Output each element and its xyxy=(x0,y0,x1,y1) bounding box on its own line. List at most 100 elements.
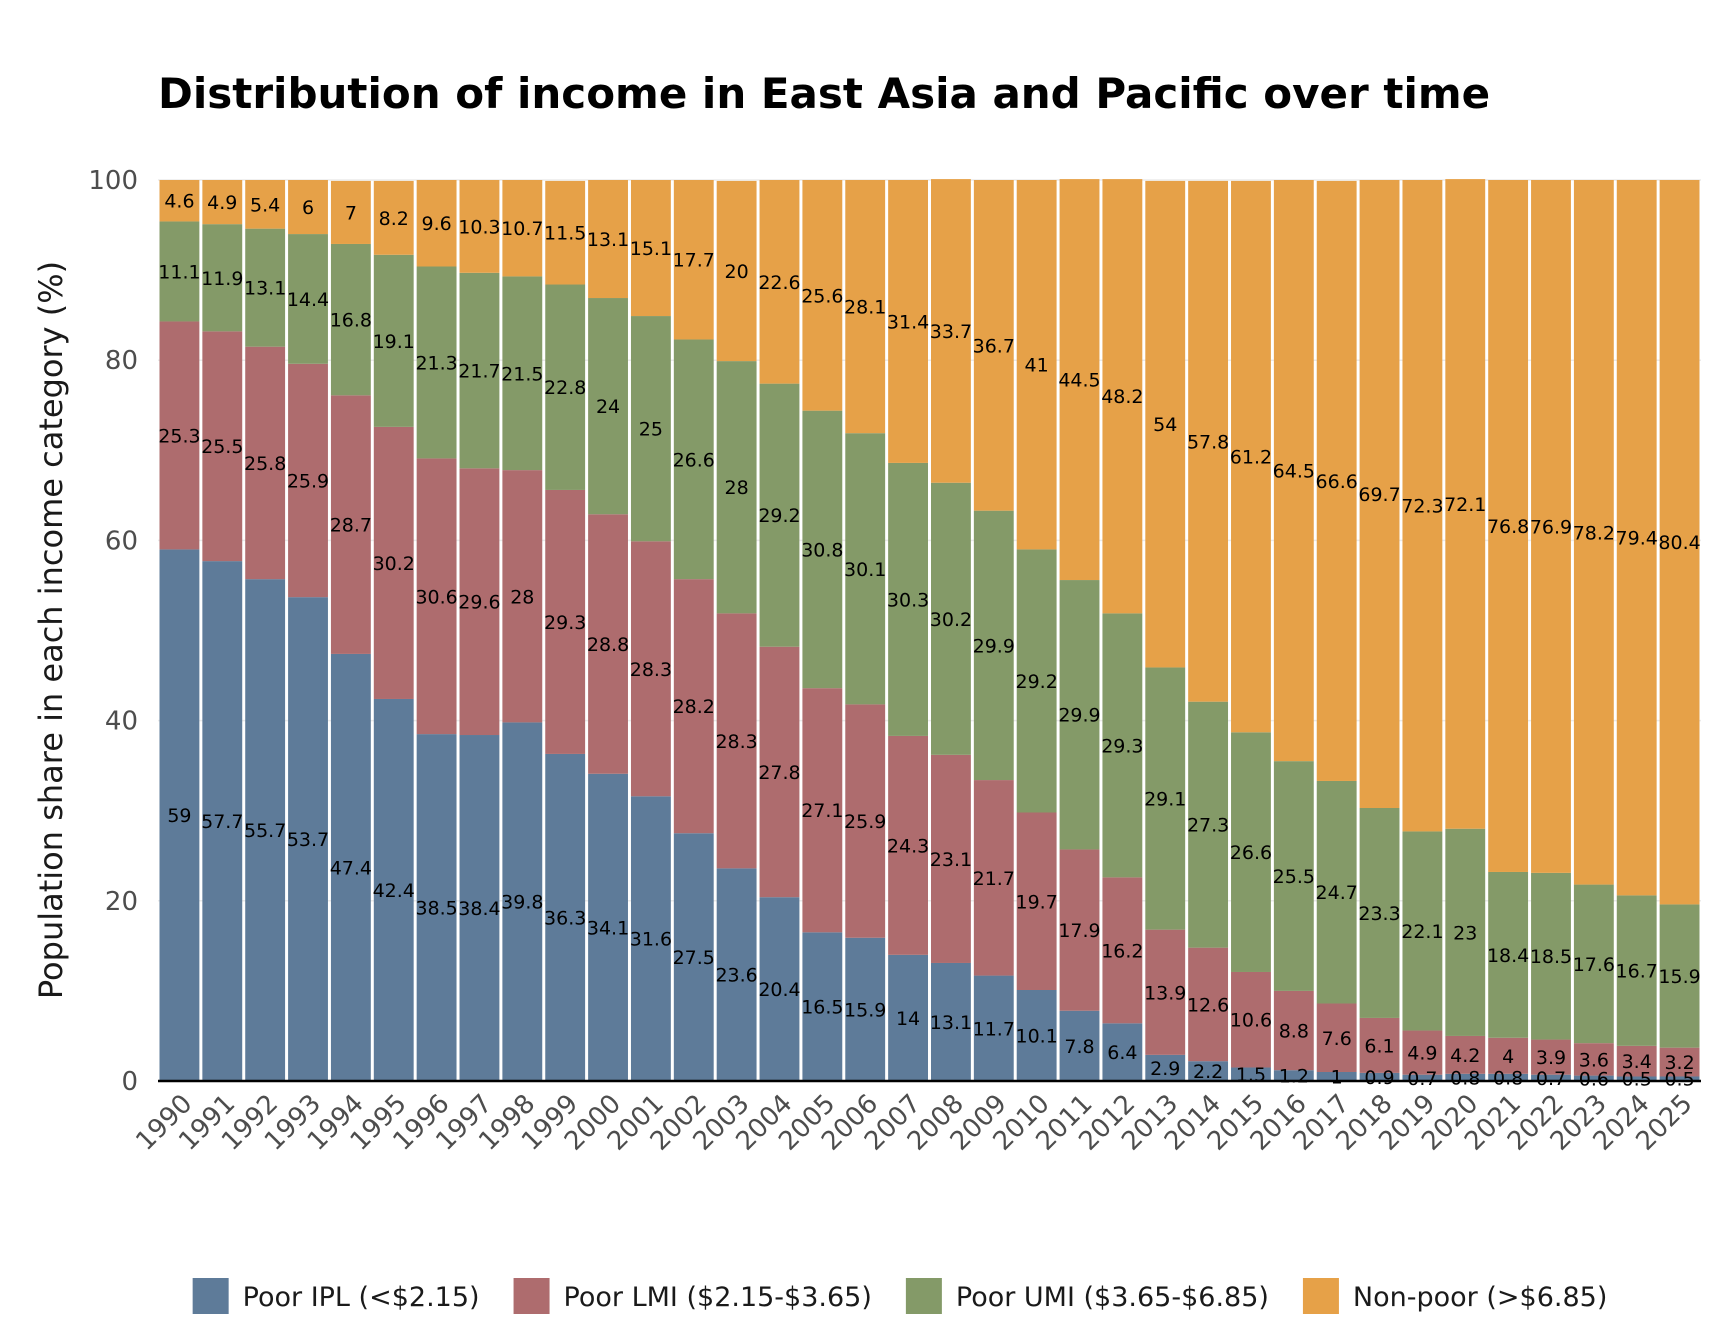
data-label-poor-umi-3-65-6-85-2002: 26.6 xyxy=(673,449,715,471)
data-label-poor-lmi-2-15-3-65-1992: 25.8 xyxy=(244,453,286,475)
bar-poor-umi-3-65-6-85-2005 xyxy=(802,410,843,689)
bar-non-poor-6-85-2011 xyxy=(1059,179,1100,581)
y-tick-label: 0 xyxy=(121,1067,138,1097)
bar-non-poor-6-85-1997 xyxy=(459,180,500,273)
data-label-non-poor-6-85-2002: 17.7 xyxy=(673,250,715,272)
data-label-poor-umi-3-65-6-85-2012: 29.3 xyxy=(1101,735,1143,757)
data-label-poor-umi-3-65-6-85-1996: 21.3 xyxy=(415,352,457,374)
bar-non-poor-6-85-1990 xyxy=(159,180,200,222)
bar-poor-umi-3-65-6-85-2012 xyxy=(1102,613,1143,878)
data-label-poor-lmi-2-15-3-65-1997: 29.6 xyxy=(458,592,500,614)
bar-poor-ipl-2-15-1999 xyxy=(545,753,586,1081)
data-label-poor-umi-3-65-6-85-1998: 21.5 xyxy=(501,363,543,385)
data-label-non-poor-6-85-2001: 15.1 xyxy=(630,238,672,260)
bar-poor-ipl-2-15-2014 xyxy=(1188,1061,1229,1081)
y-axis-label: Population share in each income category… xyxy=(32,261,70,999)
bar-non-poor-6-85-1993 xyxy=(288,180,328,235)
data-label-non-poor-6-85-1998: 10.7 xyxy=(501,218,543,240)
bar-poor-lmi-2-15-3-65-1993 xyxy=(288,363,328,598)
data-label-poor-ipl-2-15-2007: 14 xyxy=(896,1008,920,1030)
bar-poor-lmi-2-15-3-65-2008 xyxy=(931,754,971,963)
data-label-non-poor-6-85-1996: 9.6 xyxy=(421,213,451,235)
bar-poor-umi-3-65-6-85-1998 xyxy=(502,276,543,471)
bar-poor-umi-3-65-6-85-2013 xyxy=(1145,667,1186,930)
data-label-poor-ipl-2-15-2024: 0.5 xyxy=(1622,1069,1652,1091)
legend-swatch xyxy=(192,1278,229,1314)
bar-poor-ipl-2-15-2020 xyxy=(1445,1073,1486,1081)
data-label-poor-lmi-2-15-3-65-2019: 4.9 xyxy=(1407,1043,1437,1065)
bar-poor-umi-3-65-6-85-2022 xyxy=(1531,872,1571,1040)
bar-poor-umi-3-65-6-85-2024 xyxy=(1616,895,1657,1046)
bar-poor-umi-3-65-6-85-1999 xyxy=(545,284,586,490)
bar-non-poor-6-85-1996 xyxy=(416,180,457,267)
data-label-poor-umi-3-65-6-85-1993: 14.4 xyxy=(287,289,329,311)
data-label-poor-umi-3-65-6-85-1990: 11.1 xyxy=(158,261,200,283)
data-label-non-poor-6-85-2019: 72.3 xyxy=(1401,496,1443,518)
legend-label: Non-poor (>$6.85) xyxy=(1353,1282,1607,1313)
data-label-poor-umi-3-65-6-85-1995: 19.1 xyxy=(373,331,415,353)
legend-item-poor-lmi-2-15-3-65: Poor LMI ($2.15-$3.65) xyxy=(513,1278,872,1314)
bar-poor-umi-3-65-6-85-2018 xyxy=(1359,807,1400,1018)
chart-title: Distribution of income in East Asia and … xyxy=(158,69,1490,118)
y-tick-label: 100 xyxy=(88,166,138,196)
bar-poor-lmi-2-15-3-65-1994 xyxy=(330,395,371,654)
data-label-poor-ipl-2-15-2010: 10.1 xyxy=(1015,1025,1057,1047)
data-label-poor-lmi-2-15-3-65-2022: 3.9 xyxy=(1536,1047,1566,1069)
bar-poor-umi-3-65-6-85-2001 xyxy=(630,316,671,542)
data-label-poor-umi-3-65-6-85-2009: 29.9 xyxy=(973,635,1015,657)
bar-poor-lmi-2-15-3-65-2002 xyxy=(673,579,714,834)
bar-poor-ipl-2-15-2000 xyxy=(588,773,628,1081)
bar-non-poor-6-85-2004 xyxy=(759,180,800,384)
data-label-poor-lmi-2-15-3-65-1996: 30.6 xyxy=(415,586,457,608)
data-label-poor-lmi-2-15-3-65-1990: 25.3 xyxy=(158,425,200,447)
data-label-non-poor-6-85-2003: 20 xyxy=(725,261,749,283)
bar-poor-ipl-2-15-2015 xyxy=(1231,1067,1271,1081)
bar-poor-ipl-2-15-1990 xyxy=(159,549,200,1081)
bar-poor-umi-3-65-6-85-2010 xyxy=(1016,549,1057,813)
bar-poor-lmi-2-15-3-65-2003 xyxy=(716,613,757,869)
bar-poor-lmi-2-15-3-65-2018 xyxy=(1359,1017,1400,1073)
bar-poor-lmi-2-15-3-65-2009 xyxy=(973,780,1014,976)
bar-poor-lmi-2-15-3-65-2004 xyxy=(759,646,800,898)
data-label-poor-ipl-2-15-1998: 39.8 xyxy=(501,892,543,914)
bar-poor-umi-3-65-6-85-2017 xyxy=(1316,780,1357,1004)
data-label-poor-umi-3-65-6-85-2022: 18.5 xyxy=(1530,946,1572,968)
bar-poor-ipl-2-15-1993 xyxy=(288,597,328,1081)
bar-poor-umi-3-65-6-85-1995 xyxy=(373,254,414,427)
data-label-poor-lmi-2-15-3-65-2006: 25.9 xyxy=(844,811,886,833)
data-label-poor-ipl-2-15-2011: 7.8 xyxy=(1064,1036,1094,1058)
bar-poor-ipl-2-15-2022 xyxy=(1531,1074,1571,1081)
y-tick-label: 60 xyxy=(105,526,138,556)
data-label-non-poor-6-85-1997: 10.3 xyxy=(458,216,500,238)
data-label-non-poor-6-85-2010: 41 xyxy=(1025,355,1049,377)
bar-poor-lmi-2-15-3-65-2015 xyxy=(1231,971,1271,1068)
data-label-non-poor-6-85-2011: 44.5 xyxy=(1058,370,1100,392)
bar-poor-ipl-2-15-1995 xyxy=(373,698,414,1081)
data-label-poor-lmi-2-15-3-65-2009: 21.7 xyxy=(973,868,1015,890)
data-label-poor-umi-3-65-6-85-2017: 24.7 xyxy=(1316,882,1358,904)
data-label-poor-ipl-2-15-2019: 0.7 xyxy=(1407,1068,1437,1090)
legend-swatch xyxy=(1302,1278,1339,1314)
data-label-poor-ipl-2-15-2001: 31.6 xyxy=(630,929,672,951)
x-axis-ticks: 1990199119921993199419951996199719981999… xyxy=(130,1089,1698,1157)
data-label-poor-ipl-2-15-2017: 1 xyxy=(1331,1066,1343,1088)
data-label-poor-umi-3-65-6-85-2004: 29.2 xyxy=(758,505,800,527)
data-label-poor-ipl-2-15-1995: 42.4 xyxy=(373,880,415,902)
data-label-poor-ipl-2-15-2020: 0.8 xyxy=(1450,1067,1480,1089)
data-label-poor-lmi-2-15-3-65-2014: 12.6 xyxy=(1187,994,1229,1016)
data-label-poor-umi-3-65-6-85-2005: 30.8 xyxy=(801,539,843,561)
data-label-poor-umi-3-65-6-85-2018: 23.3 xyxy=(1358,903,1400,925)
data-label-non-poor-6-85-1995: 8.2 xyxy=(379,208,409,230)
data-label-poor-lmi-2-15-3-65-2021: 4 xyxy=(1502,1046,1514,1068)
bar-non-poor-6-85-2012 xyxy=(1102,179,1143,614)
bar-poor-umi-3-65-6-85-2021 xyxy=(1488,871,1529,1038)
bar-poor-umi-3-65-6-85-2002 xyxy=(673,339,714,580)
bar-non-poor-6-85-1995 xyxy=(373,180,414,255)
data-label-non-poor-6-85-2025: 80.4 xyxy=(1658,532,1700,554)
data-label-poor-ipl-2-15-2005: 16.5 xyxy=(801,997,843,1019)
data-label-poor-umi-3-65-6-85-1999: 22.8 xyxy=(544,377,586,399)
data-label-poor-lmi-2-15-3-65-2020: 4.2 xyxy=(1450,1045,1480,1067)
data-label-non-poor-6-85-1993: 6 xyxy=(302,197,314,219)
bar-poor-lmi-2-15-3-65-1998 xyxy=(502,470,543,723)
bar-poor-ipl-2-15-2007 xyxy=(888,954,928,1081)
